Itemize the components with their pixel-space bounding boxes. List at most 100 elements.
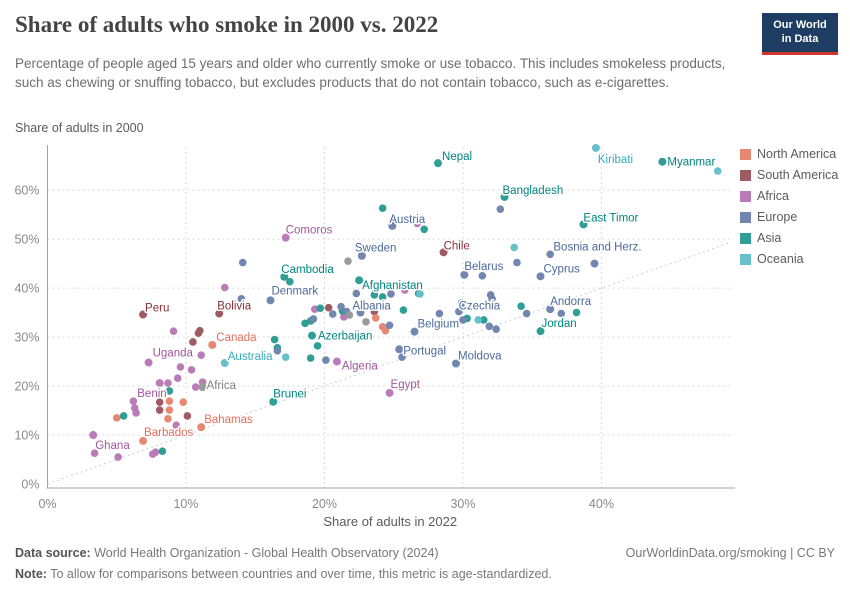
country-label[interactable]: Algeria: [340, 359, 379, 374]
data-point[interactable]: [344, 257, 352, 265]
country-label[interactable]: Belgium: [416, 317, 461, 332]
country-label[interactable]: East Timor: [582, 211, 640, 226]
data-point[interactable]: [286, 277, 294, 286]
data-point[interactable]: [399, 306, 408, 314]
data-point[interactable]: [322, 356, 330, 364]
data-point[interactable]: [306, 354, 315, 362]
data-point[interactable]: [316, 304, 325, 312]
country-label[interactable]: Kiribati: [596, 152, 634, 167]
data-point[interactable]: [492, 325, 500, 334]
data-point-labeled[interactable]: [410, 327, 419, 336]
data-point-labeled[interactable]: [208, 340, 217, 349]
data-point[interactable]: [273, 346, 282, 355]
data-point-labeled[interactable]: [332, 357, 341, 366]
country-label[interactable]: Chile: [442, 239, 471, 254]
data-point[interactable]: [478, 272, 487, 280]
owid-logo[interactable]: Our World in Data: [762, 13, 838, 55]
data-point[interactable]: [328, 310, 337, 318]
country-label[interactable]: Andorra: [549, 295, 594, 310]
data-point-labeled[interactable]: [144, 358, 153, 367]
data-point[interactable]: [158, 447, 167, 455]
data-point-labeled[interactable]: [197, 423, 206, 432]
data-point[interactable]: [517, 302, 525, 310]
data-point-labeled[interactable]: [591, 143, 600, 152]
data-point-labeled[interactable]: [355, 276, 364, 285]
data-point-labeled[interactable]: [308, 331, 317, 340]
data-point[interactable]: [183, 412, 192, 420]
country-label[interactable]: Barbados: [143, 425, 195, 440]
data-point[interactable]: [488, 295, 496, 303]
data-point[interactable]: [713, 167, 722, 175]
data-point[interactable]: [436, 319, 445, 328]
data-point-labeled[interactable]: [546, 305, 555, 314]
data-point[interactable]: [557, 309, 566, 318]
country-label[interactable]: Egypt: [389, 377, 422, 392]
data-point-labeled[interactable]: [452, 359, 461, 368]
data-point[interactable]: [132, 409, 140, 417]
country-label[interactable]: Cambodia: [280, 262, 336, 277]
data-point[interactable]: [510, 243, 518, 252]
country-label[interactable]: Brunei: [272, 387, 308, 402]
country-label[interactable]: Australia: [226, 350, 274, 365]
data-point[interactable]: [479, 316, 488, 324]
country-label[interactable]: Bangladesh: [501, 183, 565, 198]
country-label[interactable]: Canada: [215, 330, 259, 345]
data-point[interactable]: [485, 322, 494, 331]
country-label[interactable]: Comoros: [284, 223, 334, 238]
data-point-labeled[interactable]: [457, 299, 466, 308]
data-point[interactable]: [572, 308, 581, 317]
country-label[interactable]: Cyprus: [542, 262, 582, 277]
legend-item-as[interactable]: Asia: [740, 231, 838, 246]
data-point[interactable]: [398, 353, 406, 361]
country-label[interactable]: Moldova: [457, 349, 504, 364]
data-point[interactable]: [496, 205, 505, 214]
data-point[interactable]: [522, 309, 531, 318]
data-point[interactable]: [416, 290, 424, 298]
data-point[interactable]: [362, 318, 370, 326]
data-point[interactable]: [179, 398, 188, 406]
data-point[interactable]: [420, 225, 428, 234]
data-point-labeled[interactable]: [385, 388, 394, 397]
data-point[interactable]: [435, 309, 444, 318]
data-point[interactable]: [378, 293, 387, 301]
data-point[interactable]: [173, 374, 182, 382]
legend-item-eu[interactable]: Europe: [740, 210, 838, 225]
data-point[interactable]: [455, 307, 463, 316]
data-point-labeled[interactable]: [269, 397, 278, 406]
data-point[interactable]: [164, 379, 172, 387]
data-point[interactable]: [165, 397, 174, 406]
country-label[interactable]: Denmark: [270, 284, 320, 299]
data-point[interactable]: [352, 289, 361, 298]
data-point[interactable]: [191, 383, 200, 391]
data-point[interactable]: [172, 421, 181, 430]
data-point-labeled[interactable]: [220, 359, 229, 368]
data-point-labeled[interactable]: [215, 309, 224, 318]
data-point-labeled[interactable]: [395, 345, 404, 354]
data-point[interactable]: [309, 315, 318, 323]
data-point-labeled[interactable]: [280, 272, 289, 281]
data-point[interactable]: [238, 258, 247, 267]
data-point[interactable]: [237, 295, 246, 303]
data-point-labeled[interactable]: [658, 157, 667, 166]
data-point-labeled[interactable]: [434, 159, 443, 168]
country-label[interactable]: Benin: [136, 387, 168, 402]
data-point[interactable]: [114, 453, 122, 461]
data-point-labeled[interactable]: [460, 270, 469, 279]
data-point[interactable]: [196, 326, 204, 335]
data-point-labeled[interactable]: [281, 233, 290, 242]
data-point[interactable]: [165, 387, 174, 395]
data-point-labeled[interactable]: [579, 220, 588, 229]
country-label[interactable]: Sweden: [353, 241, 398, 256]
data-point-labeled[interactable]: [139, 436, 148, 445]
data-point[interactable]: [176, 363, 185, 371]
data-point[interactable]: [155, 398, 164, 406]
data-point[interactable]: [164, 415, 172, 423]
data-point[interactable]: [413, 219, 422, 228]
country-label[interactable]: Nepal: [441, 150, 474, 165]
data-point[interactable]: [474, 316, 482, 324]
data-point[interactable]: [197, 351, 206, 359]
country-label[interactable]: Austria: [388, 212, 427, 227]
data-point[interactable]: [119, 412, 128, 420]
data-point[interactable]: [165, 406, 174, 414]
data-point[interactable]: [381, 326, 390, 335]
